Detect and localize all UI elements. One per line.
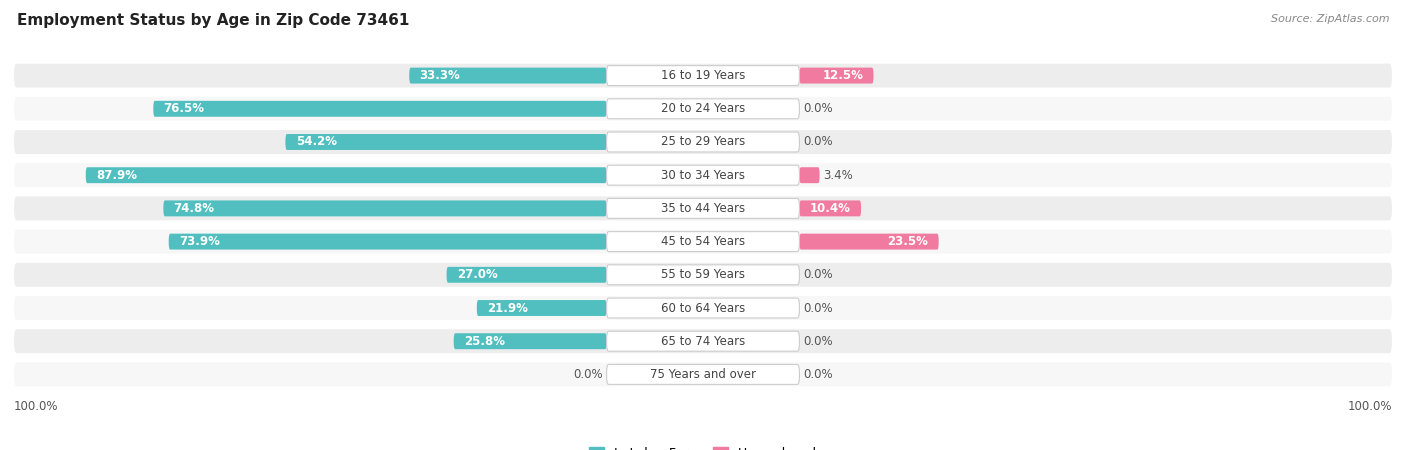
Text: 0.0%: 0.0% <box>803 335 832 348</box>
FancyBboxPatch shape <box>14 329 1392 353</box>
FancyBboxPatch shape <box>14 130 1392 154</box>
FancyBboxPatch shape <box>800 234 939 250</box>
Text: 10.4%: 10.4% <box>810 202 851 215</box>
FancyBboxPatch shape <box>606 99 800 119</box>
FancyBboxPatch shape <box>14 362 1392 387</box>
FancyBboxPatch shape <box>14 230 1392 253</box>
Text: Employment Status by Age in Zip Code 73461: Employment Status by Age in Zip Code 734… <box>17 14 409 28</box>
Text: 0.0%: 0.0% <box>574 368 603 381</box>
Text: 0.0%: 0.0% <box>803 302 832 315</box>
Text: 20 to 24 Years: 20 to 24 Years <box>661 102 745 115</box>
Text: 35 to 44 Years: 35 to 44 Years <box>661 202 745 215</box>
FancyBboxPatch shape <box>163 200 606 216</box>
Legend: In Labor Force, Unemployed: In Labor Force, Unemployed <box>583 442 823 450</box>
FancyBboxPatch shape <box>409 68 606 84</box>
FancyBboxPatch shape <box>606 331 800 351</box>
FancyBboxPatch shape <box>14 263 1392 287</box>
FancyBboxPatch shape <box>14 63 1392 88</box>
FancyBboxPatch shape <box>606 198 800 218</box>
FancyBboxPatch shape <box>800 167 820 183</box>
Text: 76.5%: 76.5% <box>163 102 205 115</box>
FancyBboxPatch shape <box>14 296 1392 320</box>
FancyBboxPatch shape <box>477 300 606 316</box>
Text: Source: ZipAtlas.com: Source: ZipAtlas.com <box>1271 14 1389 23</box>
Text: 0.0%: 0.0% <box>803 368 832 381</box>
Text: 55 to 59 Years: 55 to 59 Years <box>661 268 745 281</box>
FancyBboxPatch shape <box>606 298 800 318</box>
Text: 73.9%: 73.9% <box>179 235 219 248</box>
FancyBboxPatch shape <box>800 200 860 216</box>
Text: 74.8%: 74.8% <box>174 202 215 215</box>
Text: 100.0%: 100.0% <box>1347 400 1392 413</box>
Text: 0.0%: 0.0% <box>803 135 832 148</box>
FancyBboxPatch shape <box>606 364 800 384</box>
Text: 100.0%: 100.0% <box>14 400 59 413</box>
Text: 30 to 34 Years: 30 to 34 Years <box>661 169 745 182</box>
Text: 23.5%: 23.5% <box>887 235 928 248</box>
FancyBboxPatch shape <box>454 333 606 349</box>
Text: 75 Years and over: 75 Years and over <box>650 368 756 381</box>
Text: 0.0%: 0.0% <box>803 268 832 281</box>
Text: 25.8%: 25.8% <box>464 335 505 348</box>
Text: 16 to 19 Years: 16 to 19 Years <box>661 69 745 82</box>
FancyBboxPatch shape <box>447 267 606 283</box>
FancyBboxPatch shape <box>606 132 800 152</box>
Text: 27.0%: 27.0% <box>457 268 498 281</box>
FancyBboxPatch shape <box>800 68 873 84</box>
Text: 33.3%: 33.3% <box>419 69 460 82</box>
FancyBboxPatch shape <box>169 234 606 250</box>
Text: 12.5%: 12.5% <box>823 69 863 82</box>
Text: 60 to 64 Years: 60 to 64 Years <box>661 302 745 315</box>
FancyBboxPatch shape <box>606 265 800 285</box>
FancyBboxPatch shape <box>606 165 800 185</box>
Text: 3.4%: 3.4% <box>823 169 853 182</box>
Text: 0.0%: 0.0% <box>803 102 832 115</box>
FancyBboxPatch shape <box>606 66 800 86</box>
FancyBboxPatch shape <box>14 163 1392 187</box>
FancyBboxPatch shape <box>606 232 800 252</box>
Text: 54.2%: 54.2% <box>295 135 337 148</box>
Text: 65 to 74 Years: 65 to 74 Years <box>661 335 745 348</box>
FancyBboxPatch shape <box>285 134 606 150</box>
Text: 21.9%: 21.9% <box>486 302 529 315</box>
FancyBboxPatch shape <box>14 197 1392 220</box>
Text: 25 to 29 Years: 25 to 29 Years <box>661 135 745 148</box>
FancyBboxPatch shape <box>153 101 606 117</box>
Text: 45 to 54 Years: 45 to 54 Years <box>661 235 745 248</box>
FancyBboxPatch shape <box>14 97 1392 121</box>
FancyBboxPatch shape <box>86 167 606 183</box>
Text: 87.9%: 87.9% <box>96 169 138 182</box>
